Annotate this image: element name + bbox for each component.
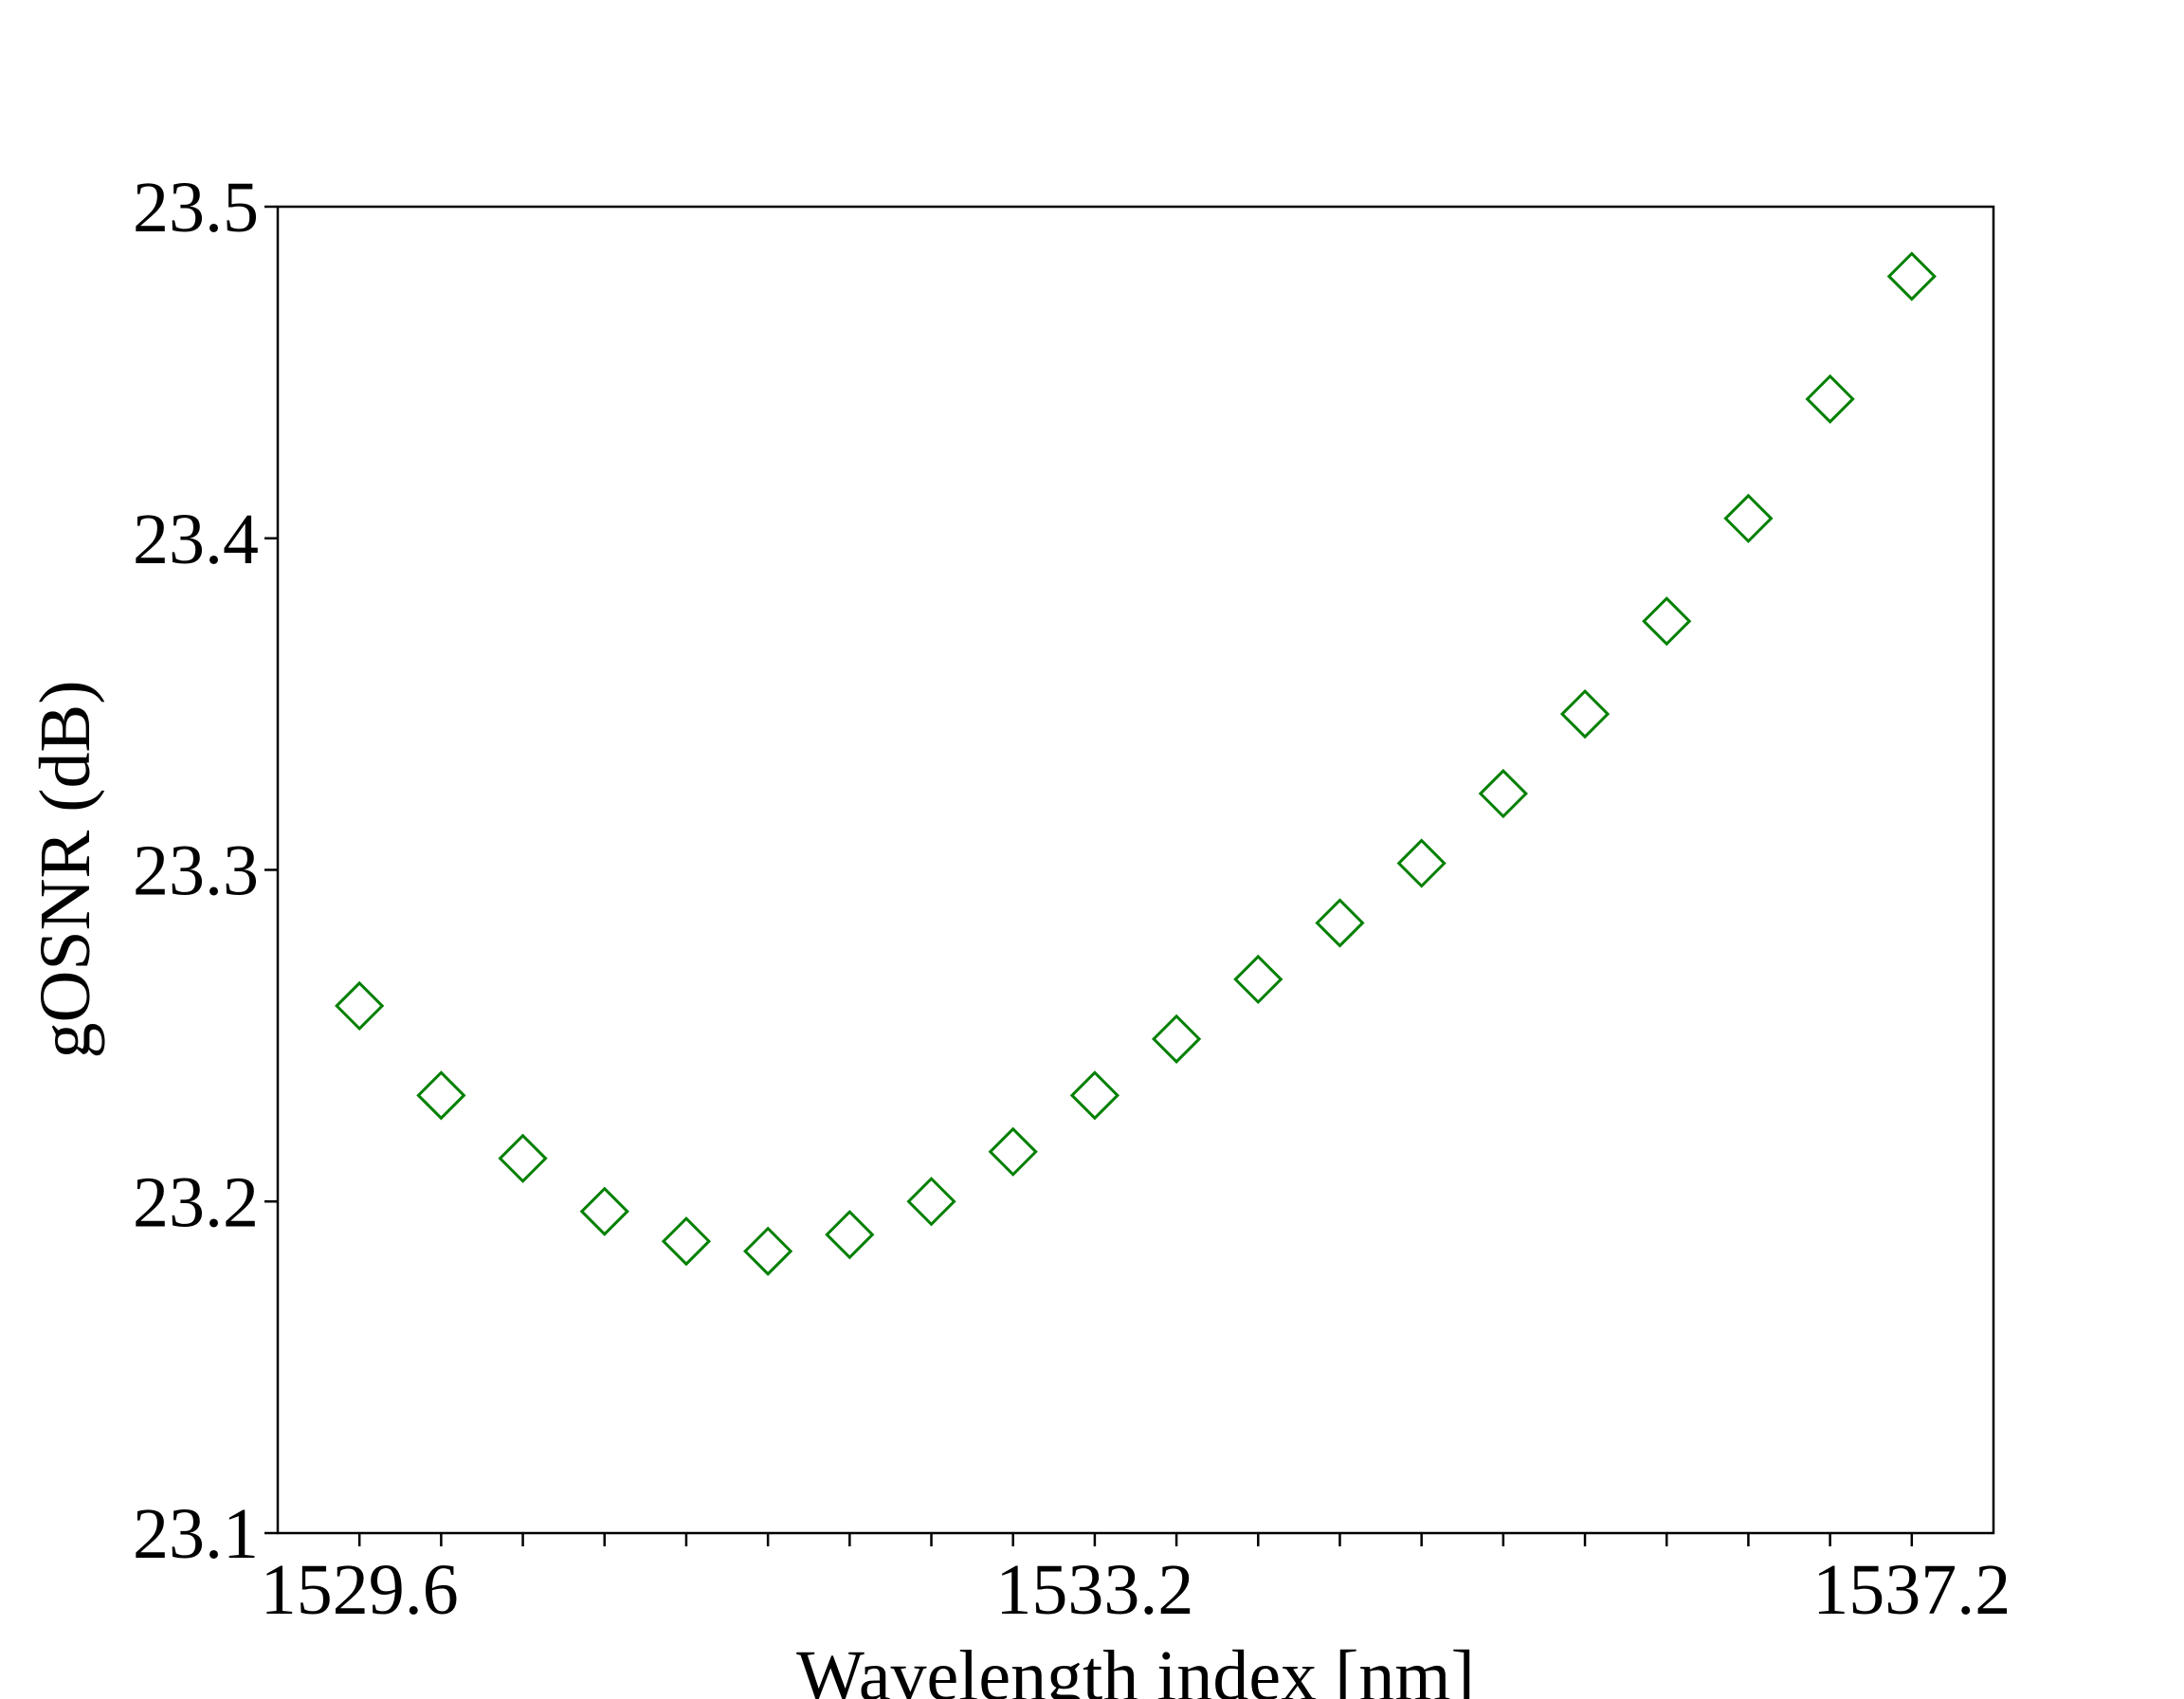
data-point bbox=[1151, 1014, 1202, 1064]
data-point bbox=[1723, 493, 1774, 543]
x-tick-label: 1533.2 bbox=[995, 1550, 1193, 1630]
x-tick-label: 1529.6 bbox=[261, 1550, 459, 1630]
data-point bbox=[1478, 768, 1528, 819]
x-tick-labels: 1529.6 1533.2 1537.2 bbox=[261, 1550, 2011, 1630]
data-points bbox=[335, 251, 1937, 1276]
data-point bbox=[579, 1186, 629, 1236]
data-point bbox=[1069, 1070, 1120, 1121]
data-point bbox=[416, 1070, 466, 1121]
data-point bbox=[1559, 688, 1611, 740]
data-point bbox=[498, 1133, 548, 1183]
data-point bbox=[1315, 898, 1365, 948]
data-point bbox=[988, 1126, 1038, 1177]
data-point bbox=[906, 1177, 956, 1227]
data-point bbox=[743, 1226, 793, 1276]
data-point bbox=[1396, 838, 1447, 888]
data-point bbox=[1233, 954, 1283, 1005]
y-tick-label: 23.2 bbox=[133, 1162, 259, 1242]
y-tick-label: 23.4 bbox=[133, 500, 259, 579]
y-tick-label: 23.5 bbox=[133, 168, 259, 247]
y-tick-label: 23.1 bbox=[133, 1494, 259, 1574]
data-point bbox=[661, 1216, 712, 1267]
y-tick-labels: 23.1 23.2 23.3 23.4 23.5 bbox=[133, 168, 259, 1574]
data-point bbox=[335, 980, 385, 1032]
data-point bbox=[1886, 251, 1937, 301]
tick-marks bbox=[264, 205, 1914, 1546]
y-axis-label: gOSNR (dB) bbox=[26, 680, 105, 1058]
y-tick-label: 23.3 bbox=[133, 831, 259, 911]
plot-area-frame bbox=[276, 205, 1995, 1535]
x-axis-label: Wavelength index [nm] bbox=[796, 1636, 1475, 1699]
data-point bbox=[1642, 596, 1692, 647]
data-point bbox=[1805, 374, 1855, 424]
x-tick-label: 1537.2 bbox=[1812, 1550, 2011, 1630]
data-point bbox=[825, 1210, 875, 1260]
